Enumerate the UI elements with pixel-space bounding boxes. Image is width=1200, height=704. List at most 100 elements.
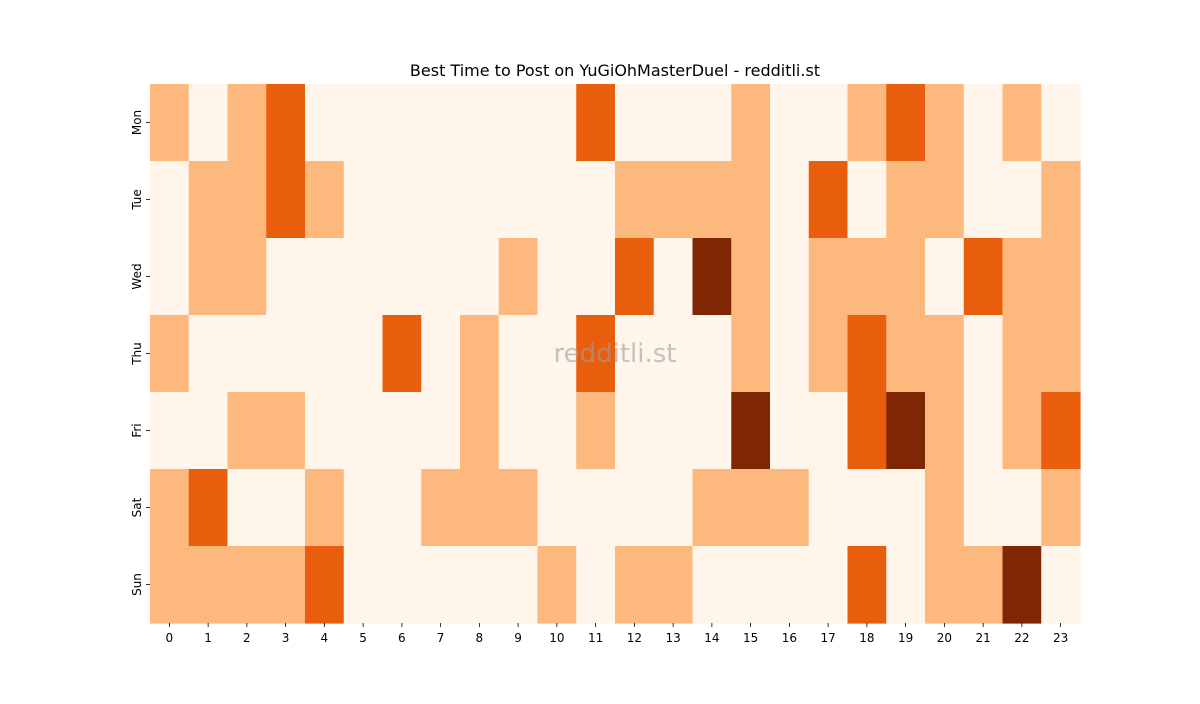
heatmap-cell-fri-21 <box>963 392 1004 470</box>
x-tick-label: 19 <box>898 631 913 645</box>
heatmap-cell-fri-16 <box>770 392 810 470</box>
x-tick-label: 11 <box>588 631 603 645</box>
heatmap-cell-thu-21 <box>963 315 1004 393</box>
heatmap-cell-tue-12 <box>615 161 655 239</box>
heatmap-cell-mon-3 <box>266 84 306 162</box>
heatmap-cell-fri-18 <box>847 392 887 470</box>
heatmap-cell-sun-1 <box>188 546 229 624</box>
y-tick-label-sat: Sat <box>130 497 144 517</box>
heatmap-cell-wed-18 <box>847 238 887 316</box>
y-tick-label-fri: Fri <box>130 423 144 437</box>
heatmap-cell-mon-5 <box>343 84 384 162</box>
x-tick-label: 1 <box>204 631 212 645</box>
heatmap-cell-fri-8 <box>460 392 500 470</box>
heatmap-cell-fri-5 <box>343 392 384 470</box>
x-tick-label: 14 <box>704 631 719 645</box>
x-tick-label: 0 <box>166 631 174 645</box>
heatmap-cell-tue-15 <box>731 161 771 239</box>
heatmap-cell-fri-15 <box>731 392 771 470</box>
heatmap-cell-thu-17 <box>808 315 849 393</box>
heatmap-cell-wed-0 <box>150 238 190 316</box>
heatmap-cell-wed-14 <box>692 238 732 316</box>
heatmap-cell-fri-13 <box>653 392 694 470</box>
heatmap-cell-sat-9 <box>498 469 539 547</box>
heatmap-cell-sun-9 <box>498 546 539 624</box>
x-tick-label: 6 <box>398 631 406 645</box>
heatmap-cell-mon-19 <box>886 84 926 162</box>
heatmap-cell-sun-18 <box>847 546 887 624</box>
x-axis: 0 1 2 3 4 5 6 7 8 9 10 11 12 13 14 15 16 17 18 19 20 21 22 23 <box>166 623 1068 645</box>
heatmap-cell-sun-14 <box>692 546 732 624</box>
heatmap-cell-wed-5 <box>343 238 384 316</box>
heatmap-cell-wed-12 <box>615 238 655 316</box>
heatmap-cell-wed-11 <box>576 238 616 316</box>
heatmap-cell-sun-7 <box>421 546 461 624</box>
heatmap-cells <box>150 84 1081 624</box>
heatmap-cell-sat-6 <box>382 469 422 547</box>
heatmap-cell-fri-17 <box>808 392 849 470</box>
heatmap-cell-wed-16 <box>770 238 810 316</box>
heatmap-cell-mon-14 <box>692 84 732 162</box>
heatmap-cell-sat-8 <box>460 469 500 547</box>
heatmap-cell-mon-7 <box>421 84 461 162</box>
heatmap-cell-thu-10 <box>537 315 577 393</box>
heatmap-cell-sat-17 <box>808 469 849 547</box>
heatmap-cell-fri-1 <box>188 392 229 470</box>
heatmap-cell-wed-9 <box>498 238 539 316</box>
heatmap-cell-sun-3 <box>266 546 306 624</box>
heatmap-cell-sun-8 <box>460 546 500 624</box>
x-tick-label: 13 <box>665 631 680 645</box>
y-tick-label-sun: Sun <box>130 573 144 596</box>
heatmap-cell-tue-2 <box>227 161 267 239</box>
heatmap-cell-tue-7 <box>421 161 461 239</box>
heatmap-cell-mon-6 <box>382 84 422 162</box>
heatmap-cell-wed-10 <box>537 238 577 316</box>
heatmap-cell-mon-8 <box>460 84 500 162</box>
heatmap-cell-sun-17 <box>808 546 849 624</box>
heatmap-cell-thu-15 <box>731 315 771 393</box>
heatmap-cell-tue-19 <box>886 161 926 239</box>
heatmap-cell-tue-10 <box>537 161 577 239</box>
heatmap-cell-fri-7 <box>421 392 461 470</box>
heatmap-cell-thu-14 <box>692 315 732 393</box>
heatmap-cell-sat-4 <box>305 469 345 547</box>
heatmap-cell-fri-23 <box>1041 392 1081 470</box>
heatmap-cell-wed-8 <box>460 238 500 316</box>
x-tick-label: 3 <box>282 631 290 645</box>
heatmap-cell-fri-10 <box>537 392 577 470</box>
heatmap-cell-sun-22 <box>1002 546 1042 624</box>
heatmap-cell-tue-1 <box>188 161 229 239</box>
heatmap-cell-tue-20 <box>925 161 965 239</box>
heatmap-cell-thu-19 <box>886 315 926 393</box>
x-tick-label: 12 <box>627 631 642 645</box>
heatmap-cell-mon-17 <box>808 84 849 162</box>
heatmap-cell-wed-17 <box>808 238 849 316</box>
heatmap-cell-wed-22 <box>1002 238 1042 316</box>
heatmap-cell-thu-9 <box>498 315 539 393</box>
heatmap-cell-tue-0 <box>150 161 190 239</box>
x-tick-label: 21 <box>975 631 990 645</box>
heatmap-cell-tue-16 <box>770 161 810 239</box>
heatmap-cell-thu-5 <box>343 315 384 393</box>
heatmap-cell-sun-0 <box>150 546 190 624</box>
heatmap-cell-tue-21 <box>963 161 1004 239</box>
heatmap-cell-mon-0 <box>150 84 190 162</box>
heatmap-cell-sun-21 <box>963 546 1004 624</box>
heatmap-cell-thu-22 <box>1002 315 1042 393</box>
heatmap-cell-sun-15 <box>731 546 771 624</box>
heatmap-cell-sat-20 <box>925 469 965 547</box>
chart-title: Best Time to Post on YuGiOhMasterDuel - … <box>410 61 820 80</box>
heatmap-cell-tue-3 <box>266 161 306 239</box>
heatmap-cell-tue-13 <box>653 161 694 239</box>
x-tick-label: 7 <box>437 631 445 645</box>
heatmap-cell-wed-4 <box>305 238 345 316</box>
heatmap-cell-tue-4 <box>305 161 345 239</box>
y-tick-label-tue: Tue <box>130 189 144 211</box>
heatmap-cell-fri-19 <box>886 392 926 470</box>
heatmap-cell-wed-2 <box>227 238 267 316</box>
heatmap-cell-thu-2 <box>227 315 267 393</box>
heatmap-cell-tue-17 <box>808 161 849 239</box>
heatmap-cell-sun-6 <box>382 546 422 624</box>
